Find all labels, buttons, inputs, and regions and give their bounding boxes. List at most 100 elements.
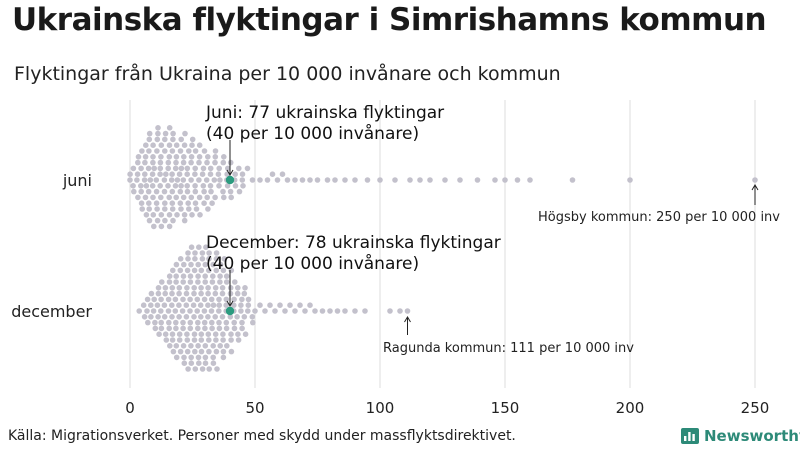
swarm-dot [427,177,433,183]
swarm-dot [250,319,256,326]
swarm-dot [169,206,176,212]
swarm-dot [187,273,194,280]
swarm-dot [138,188,144,195]
swarm-dot [212,331,219,338]
highlight-annotation: (40 per 10 000 invånare) [206,123,419,144]
swarm-dot [217,177,223,183]
swarm-dot [227,159,234,166]
swarm-dot [169,302,175,309]
swarm-dot [269,171,276,177]
x-tick-label: 100 [366,399,395,417]
swarm-dot [163,337,170,343]
swarm-dot [196,194,203,201]
swarm-dot [210,261,216,268]
swarm-dot [157,183,163,189]
x-tick-label: 0 [125,399,135,417]
swarm-dot [212,154,219,160]
swarm-dot [334,308,341,314]
swarm-dot [208,188,214,195]
swarm-dot [180,159,187,166]
swarm-dot [195,325,201,332]
swarm-dot [130,165,137,172]
swarm-dot [227,314,234,320]
highlight-annotation: December: 78 ukrainska flyktingar [206,233,501,253]
swarm-dot [162,206,168,212]
swarm-dot [216,183,222,189]
swarm-dot [219,290,226,297]
swarm-dot [192,200,199,206]
swarm-dot [185,250,191,256]
swarm-dot [279,171,286,177]
swarm-dot [627,177,633,183]
swarm-dot [192,183,198,189]
swarm-dot [151,296,157,303]
chart-subtitle: Flyktingar från Ukraina per 10 000 invån… [14,63,561,85]
swarm-dot [169,148,176,154]
swarm-dot [205,290,211,297]
swarm-dot [145,165,152,172]
swarm-dot [242,331,249,338]
swarm-dot [195,273,201,280]
swarm-dot [162,331,169,338]
swarm-dot [206,337,212,343]
swarm-dot [173,279,179,285]
swarm-dot [161,177,168,183]
swarm-dot [364,177,371,183]
swarm-dot [457,177,463,183]
swarm-dot [165,308,172,314]
swarm-dot [216,302,222,309]
swarm-dot [223,273,230,280]
swarm-dot [152,319,158,326]
swarm-dot [312,308,318,314]
swarm-dot [219,314,226,320]
swarm-dot [178,206,184,212]
swarm-dot [210,343,216,349]
swarm-dot [176,337,183,343]
swarm-dot [141,314,148,320]
swarm-dot [244,165,251,172]
swarm-dot [165,183,171,189]
swarm-dot [130,183,136,189]
swarm-dot [287,302,293,309]
swarm-dot [199,255,206,262]
swarm-dot [210,302,217,309]
swarm-dot [162,130,169,137]
swarm-dot [272,308,278,314]
swarm-dot [178,136,184,143]
swarm-dot [185,366,191,372]
swarm-dot [202,279,208,285]
row-label: december [11,302,92,321]
swarm-dot [170,217,176,224]
swarm-dot [228,194,234,201]
swarm-dot [154,217,161,224]
swarm-dot [147,177,154,183]
swarm-dot [182,130,188,137]
swarm-dot [191,267,198,274]
swarm-dot [191,337,198,343]
swarm-dot [239,296,245,303]
swarm-dot [155,130,161,137]
swarm-dot [183,314,190,320]
swarm-dot [146,148,152,154]
swarm-dot [138,200,145,206]
swarm-dot [180,343,187,349]
swarm-dot [148,314,154,320]
swarm-dot [183,290,190,297]
highlight-dot [225,175,235,185]
swarm-dot [155,290,162,297]
swarm-dot [234,314,240,320]
swarm-dot [189,212,195,218]
swarm-dot [161,188,168,195]
chart-title: Ukrainska flyktingar i Simrishamns kommu… [12,2,767,38]
swarm-dot [196,177,202,183]
swarm-dot [150,194,156,201]
swarm-dot [206,255,212,262]
swarm-dot [204,194,210,201]
swarm-dot [178,165,185,172]
swarm-dot [166,325,172,332]
swarm-dot [181,212,188,218]
swarm-dot [139,206,145,212]
swarm-dot [139,148,145,154]
swarm-dot [155,125,161,131]
